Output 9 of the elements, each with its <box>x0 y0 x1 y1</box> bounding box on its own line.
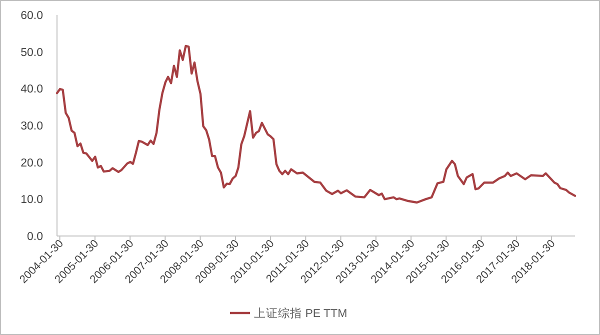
y-tick-label: 0.0 <box>27 231 43 243</box>
y-tick-label: 30.0 <box>20 120 43 132</box>
legend-label: 上证综指 PE TTM <box>254 306 348 320</box>
y-tick-label: 50.0 <box>20 46 43 59</box>
y-tick-label: 10.0 <box>20 194 43 206</box>
line-series <box>56 44 576 204</box>
y-tick-label: 40.0 <box>20 84 43 96</box>
y-tick-label: 20.0 <box>20 157 43 170</box>
y-tick-label: 60.0 <box>20 10 43 22</box>
